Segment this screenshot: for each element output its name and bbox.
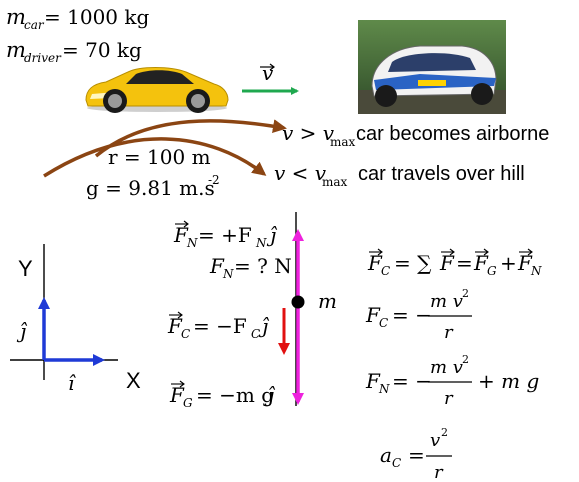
svg-text:v < v: v < v: [274, 161, 327, 185]
normal-force-vector-eq: F N = +F N ĵ: [173, 220, 278, 250]
svg-text:m v: m v: [430, 291, 463, 312]
svg-text:a: a: [380, 443, 392, 467]
radius-value: r = 100 m: [108, 145, 211, 169]
gravity-value: g = 9.81 m.s -2: [86, 173, 220, 200]
svg-text:max: max: [330, 135, 356, 149]
svg-text:car travels over hill: car travels over hill: [358, 163, 525, 185]
svg-text:car becomes airborne: car becomes airborne: [356, 123, 549, 145]
svg-text:r: r: [444, 322, 454, 343]
svg-text:F: F: [367, 251, 383, 275]
normal-force-magnitude: F N = ? N: [209, 254, 292, 281]
svg-text:G: G: [183, 396, 193, 410]
svg-text:F: F: [365, 303, 381, 327]
svg-text:= 70 kg: = 70 kg: [62, 38, 142, 62]
svg-text:=: =: [408, 443, 425, 467]
svg-text:v: v: [430, 430, 440, 451]
svg-text:F: F: [439, 251, 455, 275]
svg-text:C: C: [251, 327, 260, 341]
svg-text:m: m: [6, 5, 26, 29]
svg-text:=: =: [456, 251, 473, 275]
over-hill-path-arrow: [43, 137, 267, 178]
svg-text:ĵ: ĵ: [266, 223, 278, 247]
svg-text:F: F: [517, 251, 533, 275]
svg-text:driver: driver: [24, 51, 62, 65]
velocity-label: v: [260, 61, 275, 85]
svg-text:G: G: [487, 264, 497, 278]
j-hat-label: ĵ: [16, 319, 28, 343]
svg-text:+ m g: + m g: [478, 369, 539, 393]
svg-text:-2: -2: [208, 173, 220, 187]
equation-normal-force: F N = − m v 2 r + m g: [365, 353, 539, 409]
svg-text:r: r: [434, 462, 444, 482]
x-axis-label: X: [126, 368, 141, 393]
svg-text:r: r: [444, 388, 454, 409]
svg-text:= −m g: = −m g: [196, 383, 274, 407]
svg-text:2: 2: [441, 426, 448, 439]
svg-text:max: max: [322, 175, 348, 189]
svg-text:= 1000 kg: = 1000 kg: [44, 5, 149, 29]
svg-text:C: C: [381, 264, 390, 278]
svg-text:2: 2: [462, 287, 469, 300]
svg-text:C: C: [392, 456, 401, 470]
svg-text:= ∑: = ∑: [394, 251, 432, 275]
svg-text:F: F: [169, 383, 185, 407]
svg-text:F: F: [173, 223, 189, 247]
airborne-path-arrow: [94, 119, 287, 158]
centripetal-force-vector-eq: F C = −F C ĵ: [167, 311, 270, 341]
i-hat-label: î: [68, 371, 76, 395]
mass-point: [291, 295, 305, 309]
svg-text:N: N: [222, 267, 234, 281]
over-hill-condition: v < v max car travels over hill: [274, 161, 525, 189]
gravity-force-vector-eq: F G = −m g ĵ: [169, 380, 276, 410]
svg-text:F: F: [209, 254, 225, 278]
given-m-driver: m driver = 70 kg: [6, 38, 142, 65]
svg-text:N: N: [530, 264, 542, 278]
equation-net-force: F C = ∑ F = F G + F N: [367, 248, 542, 278]
svg-text:m: m: [6, 38, 26, 62]
svg-text:F: F: [365, 369, 381, 393]
coordinate-axes: Y X ĵ î: [10, 244, 141, 395]
svg-text:= +F: = +F: [198, 223, 252, 247]
equation-centripetal-force: F C = − m v 2 r: [365, 287, 472, 343]
mass-label: m: [318, 289, 337, 313]
svg-text:car: car: [24, 18, 45, 32]
svg-text:v > v: v > v: [282, 121, 335, 145]
svg-text:N: N: [255, 236, 267, 250]
svg-text:v: v: [262, 61, 274, 85]
yellow-sports-car-icon: [85, 67, 229, 113]
given-m-car: m car = 1000 kg: [6, 5, 149, 32]
svg-text:C: C: [379, 316, 388, 330]
svg-text:C: C: [181, 327, 190, 341]
svg-text:g = 9.81 m.s: g = 9.81 m.s: [86, 176, 215, 200]
svg-text:F: F: [473, 251, 489, 275]
equation-centripetal-acceleration: a C = v 2 r: [380, 426, 452, 482]
y-axis-label: Y: [18, 256, 33, 281]
airborne-condition: v > v max car becomes airborne: [282, 121, 549, 149]
svg-text:m v: m v: [430, 357, 463, 378]
svg-text:= ? N: = ? N: [234, 254, 292, 278]
svg-text:F: F: [167, 314, 183, 338]
rally-car-photo-icon: [358, 20, 506, 114]
svg-text:= −F: = −F: [193, 314, 247, 338]
svg-text:2: 2: [462, 353, 469, 366]
svg-text:+: +: [500, 251, 517, 275]
svg-text:N: N: [186, 236, 198, 250]
svg-text:N: N: [378, 382, 390, 396]
svg-text:= −: = −: [392, 303, 432, 327]
svg-text:= −: = −: [392, 369, 432, 393]
